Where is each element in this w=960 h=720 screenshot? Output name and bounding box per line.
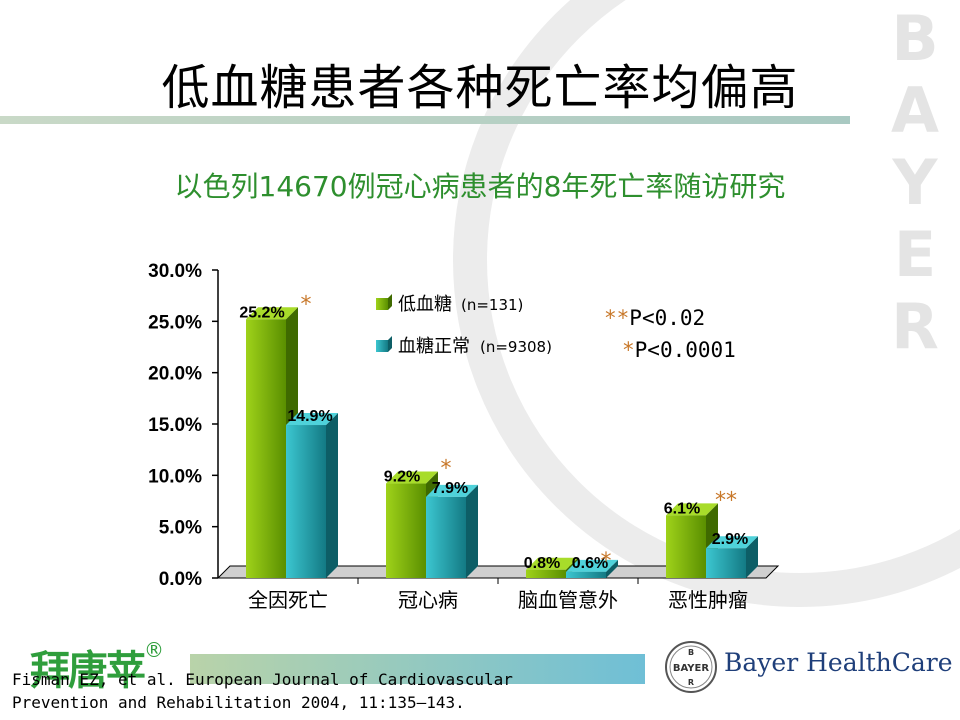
citation-line-2: Prevention and Rehabilitation 2004, 11:1… — [12, 693, 465, 712]
bar-side-1-3 — [746, 536, 758, 578]
y-tick-label: 15.0% — [148, 415, 202, 436]
bar-top-1-1 — [426, 484, 478, 497]
bar-top-1-0 — [286, 413, 338, 426]
bar-1-2 — [566, 571, 606, 578]
brand-logo: 拜唐苹® — [30, 638, 164, 696]
value-label-1-2: 0.6% — [572, 555, 608, 572]
legend-swatch-side-1 — [388, 336, 392, 352]
bar-0-3 — [666, 515, 706, 578]
bar-top-0-0 — [246, 307, 298, 320]
value-label-0-3: 6.1% — [664, 500, 700, 517]
legend-label-1: 血糖正常 — [398, 336, 470, 357]
category-label-2: 脑血管意外 — [518, 588, 618, 612]
bayer-cross-logo-icon: BAYER B R — [665, 641, 717, 693]
title-divider — [0, 116, 850, 124]
bar-1-1 — [426, 496, 466, 578]
value-label-1-0: 14.9% — [287, 408, 332, 425]
category-label-3: 恶性肿瘤 — [668, 588, 748, 612]
significance-0: * — [301, 292, 312, 317]
bar-1-3 — [706, 548, 746, 578]
bar-top-1-3 — [706, 536, 758, 549]
p-value-1-text: P<0.02 — [629, 306, 706, 330]
company-name-1: Bayer — [724, 648, 807, 677]
significance-2: * — [601, 549, 612, 574]
bar-side-1-1 — [466, 484, 478, 578]
p-value-notes: **P<0.02 *P<0.0001 — [604, 302, 736, 366]
legend-swatch-side-0 — [388, 294, 392, 310]
legend-n-0: (n=131) — [461, 296, 523, 314]
category-label-0: 全因死亡 — [248, 588, 328, 612]
citation-line-1: Fisman EZ, et al. European Journal of Ca… — [12, 670, 513, 689]
bar-top-0-3 — [666, 503, 718, 516]
y-tick-label: 0.0% — [159, 569, 202, 590]
svg-text:R: R — [688, 678, 694, 687]
bar-0-2 — [526, 569, 566, 578]
significance-1: * — [441, 457, 452, 482]
svg-text:BAYER: BAYER — [673, 663, 709, 674]
p-value-2-stars: * — [622, 338, 635, 362]
page-subtitle: 以色列14670例冠心病患者的8年死亡率随访研究 — [174, 170, 786, 203]
p-value-1-stars: ** — [604, 306, 630, 330]
p-value-1: **P<0.02 — [604, 302, 736, 334]
p-value-2-text: P<0.0001 — [634, 338, 736, 362]
company-name: Bayer HealthCare — [724, 648, 953, 677]
bar-side-1-0 — [326, 413, 338, 578]
legend-label-0: 低血糖 — [398, 294, 452, 315]
y-tick-label: 10.0% — [148, 466, 202, 487]
bar-side-1-2 — [606, 559, 618, 578]
value-label-0-2: 0.8% — [524, 555, 560, 572]
company-name-2: HealthCare — [806, 648, 953, 677]
page-title: 低血糖患者各种死亡率均偏高 — [161, 60, 799, 116]
footer-gradient-bar — [190, 654, 645, 684]
y-tick-label: 5.0% — [159, 518, 202, 539]
legend-n-1: (n=9308) — [480, 338, 552, 356]
y-tick-label: 20.0% — [148, 364, 202, 385]
legend-swatch-0 — [376, 298, 388, 310]
significance-3: ** — [715, 488, 737, 513]
registered-mark: ® — [144, 638, 164, 662]
bar-1-0 — [286, 425, 326, 578]
legend-swatch-1 — [376, 340, 388, 352]
brand-logo-text: 拜唐苹 — [30, 648, 146, 694]
bar-top-0-2 — [526, 557, 578, 570]
value-label-1-3: 2.9% — [712, 531, 748, 548]
bar-0-0 — [246, 319, 286, 578]
svg-text:B: B — [688, 648, 694, 657]
category-label-1: 冠心病 — [398, 588, 458, 612]
p-value-2: *P<0.0001 — [604, 334, 736, 366]
value-label-0-0: 25.2% — [239, 304, 284, 321]
bar-top-0-1 — [386, 471, 438, 484]
value-label-1-1: 7.9% — [432, 480, 468, 497]
y-tick-label: 30.0% — [148, 261, 202, 282]
value-label-0-1: 9.2% — [384, 469, 420, 486]
citation: Fisman EZ, et al. European Journal of Ca… — [12, 668, 513, 714]
y-tick-label: 25.0% — [148, 312, 202, 333]
bar-0-1 — [386, 483, 426, 578]
bar-top-1-2 — [566, 559, 618, 572]
